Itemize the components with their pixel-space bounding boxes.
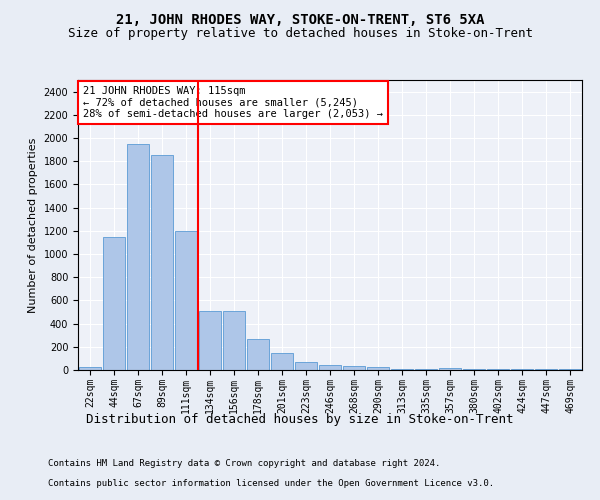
Bar bbox=[367, 366, 389, 370]
Y-axis label: Number of detached properties: Number of detached properties bbox=[28, 138, 38, 312]
Text: Contains HM Land Registry data © Crown copyright and database right 2024.: Contains HM Land Registry data © Crown c… bbox=[48, 458, 440, 468]
Bar bbox=[343, 366, 365, 370]
Text: Size of property relative to detached houses in Stoke-on-Trent: Size of property relative to detached ho… bbox=[67, 28, 533, 40]
Text: Distribution of detached houses by size in Stoke-on-Trent: Distribution of detached houses by size … bbox=[86, 412, 514, 426]
Bar bbox=[127, 144, 149, 370]
Bar bbox=[295, 362, 317, 370]
Bar bbox=[151, 156, 173, 370]
Text: Contains public sector information licensed under the Open Government Licence v3: Contains public sector information licen… bbox=[48, 478, 494, 488]
Bar bbox=[391, 369, 413, 370]
Bar bbox=[319, 366, 341, 370]
Bar bbox=[79, 366, 101, 370]
Bar bbox=[271, 352, 293, 370]
Bar bbox=[199, 311, 221, 370]
Bar bbox=[439, 368, 461, 370]
Bar bbox=[247, 338, 269, 370]
Bar bbox=[103, 236, 125, 370]
Bar bbox=[223, 311, 245, 370]
Text: 21, JOHN RHODES WAY, STOKE-ON-TRENT, ST6 5XA: 21, JOHN RHODES WAY, STOKE-ON-TRENT, ST6… bbox=[116, 12, 484, 26]
Text: 21 JOHN RHODES WAY: 115sqm
← 72% of detached houses are smaller (5,245)
28% of s: 21 JOHN RHODES WAY: 115sqm ← 72% of deta… bbox=[83, 86, 383, 119]
Bar bbox=[175, 231, 197, 370]
